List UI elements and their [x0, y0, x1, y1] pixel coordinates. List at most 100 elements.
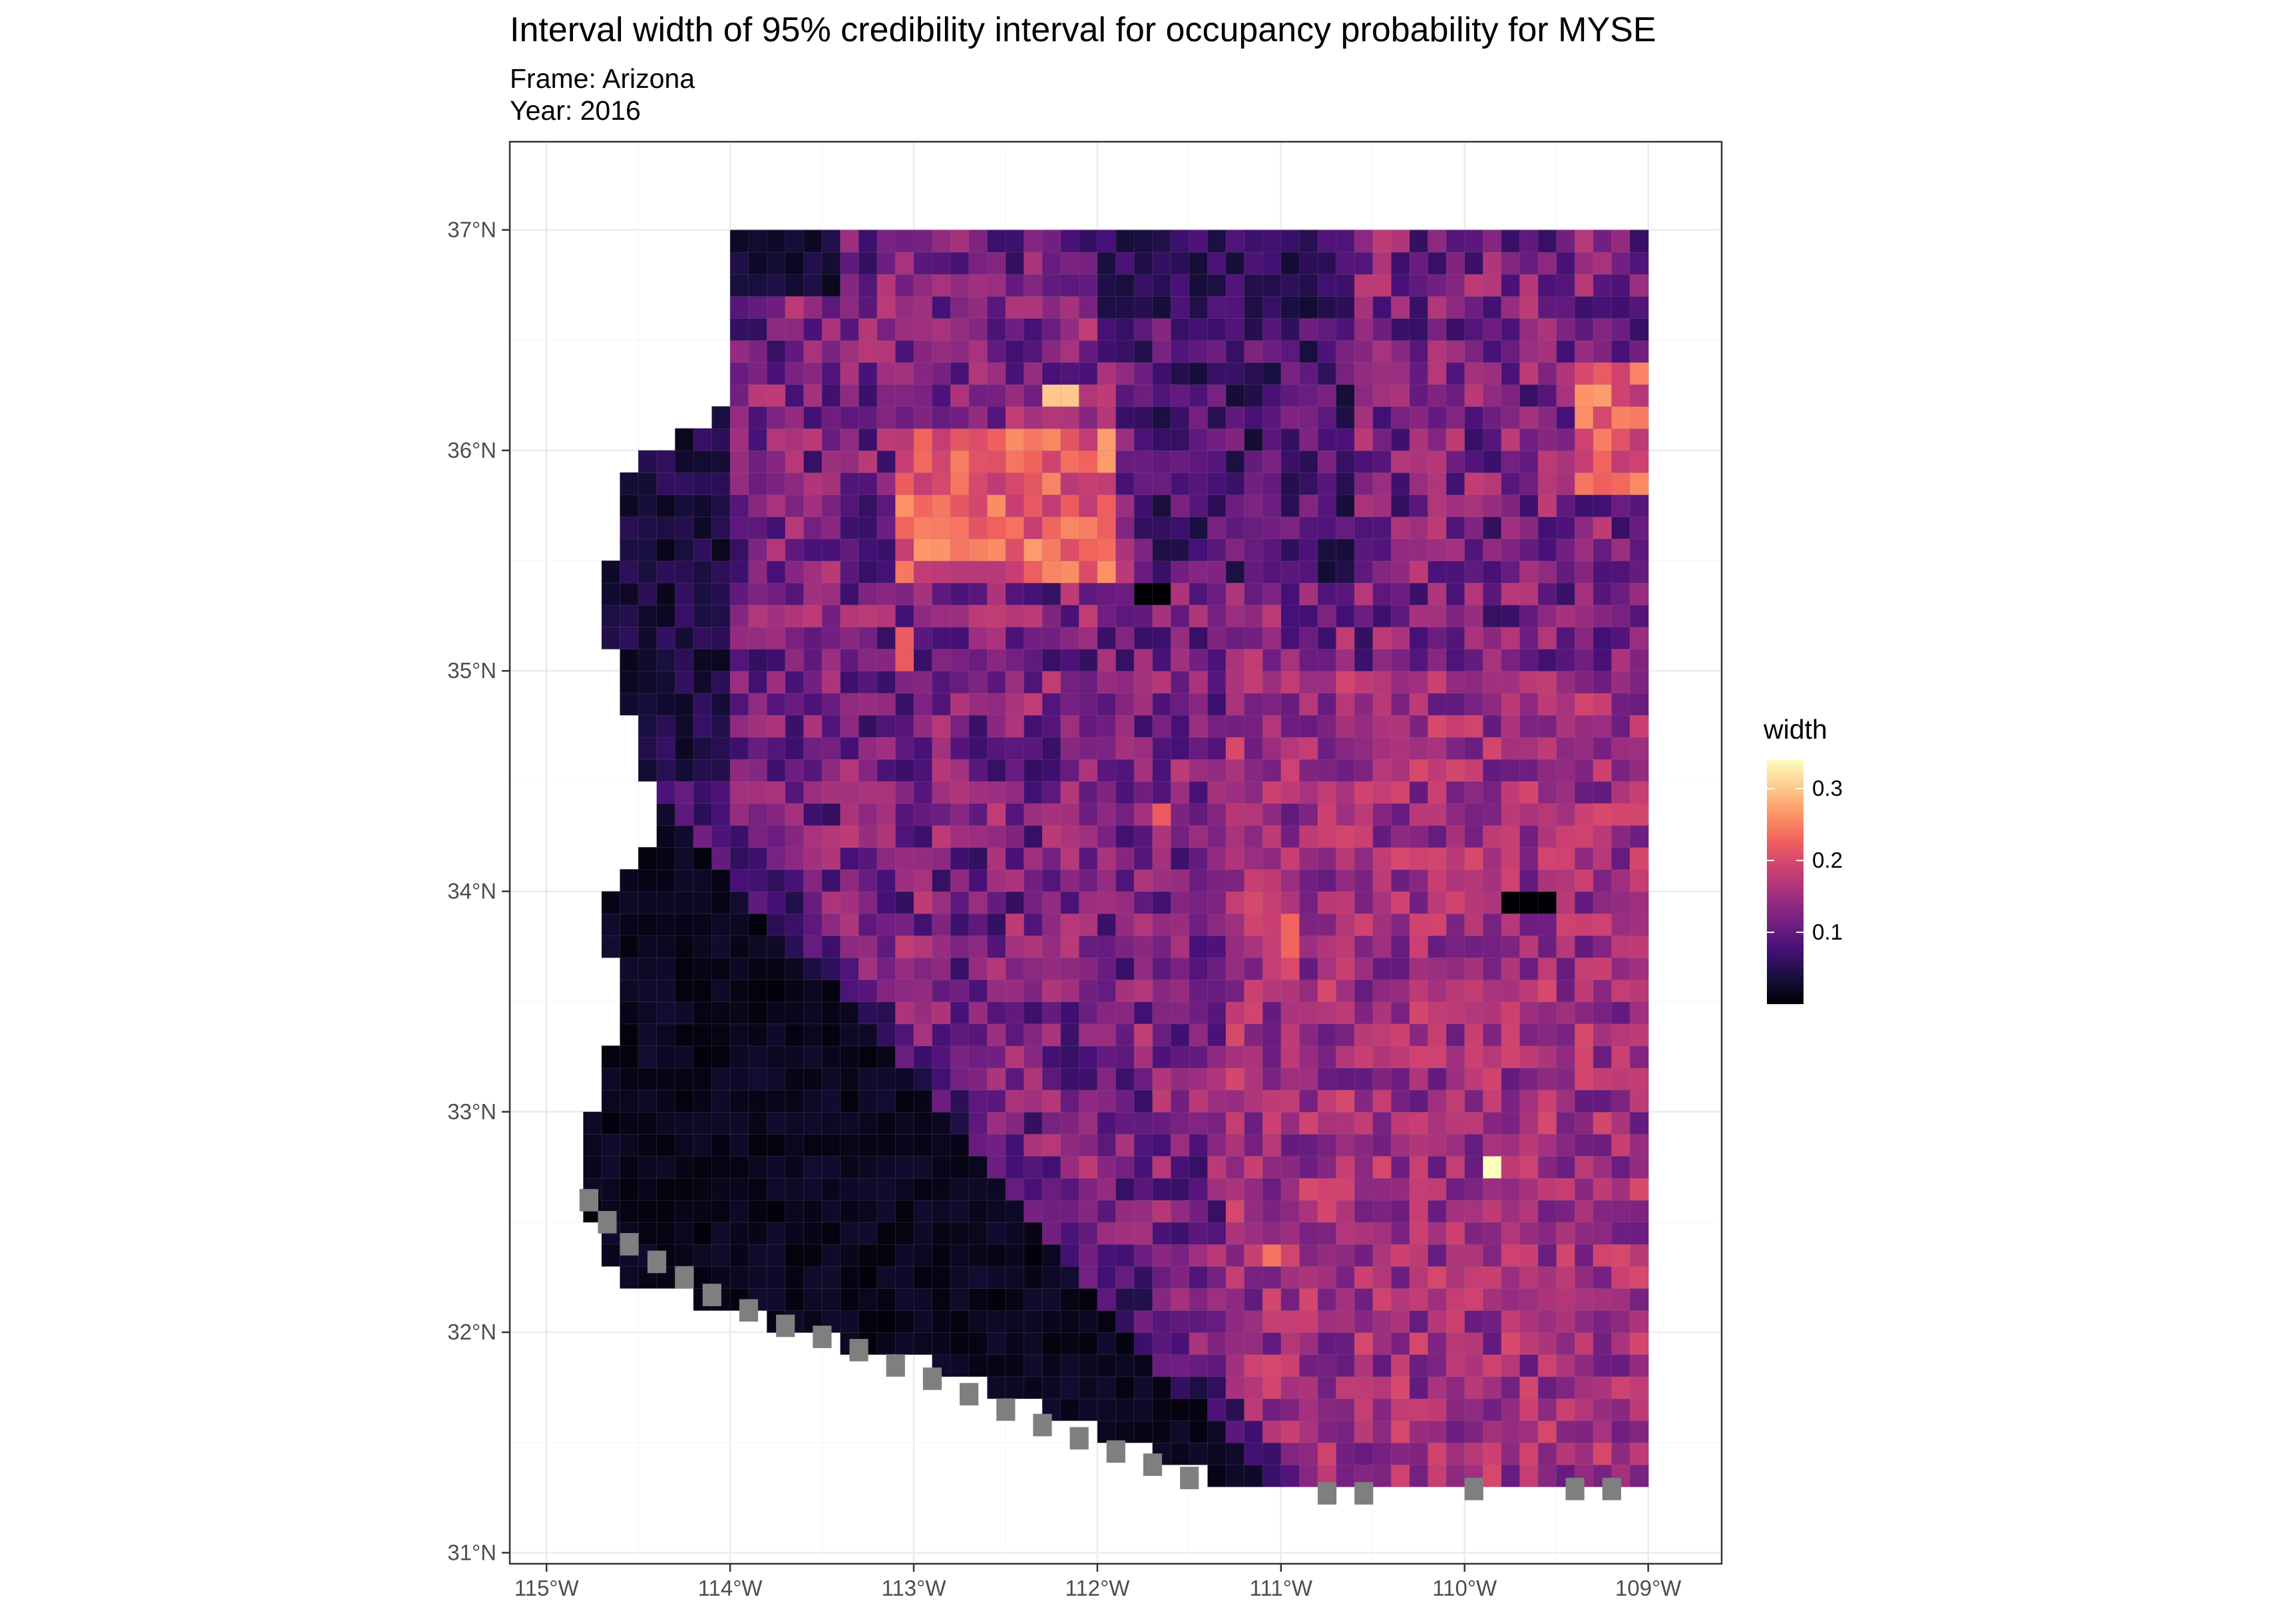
raster-cell: [913, 648, 933, 672]
raster-cell: [1078, 1067, 1098, 1091]
raster-cell: [601, 626, 621, 650]
raster-cell: [1629, 516, 1649, 540]
raster-cell: [1537, 1332, 1557, 1355]
raster-cell: [674, 472, 694, 496]
raster-cell: [1060, 1045, 1080, 1069]
raster-cell: [674, 824, 694, 848]
raster-cell: [1097, 913, 1117, 936]
raster-cell: [1574, 1177, 1594, 1201]
raster-cell: [1042, 670, 1061, 694]
raster-cell: [1225, 1177, 1245, 1201]
raster-cell: [1556, 295, 1576, 319]
raster-cell: [1078, 406, 1098, 429]
raster-cell: [1336, 868, 1356, 892]
raster-cell: [748, 450, 768, 473]
raster-cell: [876, 913, 896, 936]
raster-cell: [1005, 230, 1025, 253]
raster-cell: [1464, 560, 1484, 584]
raster-cell: [1445, 273, 1465, 297]
raster-cell: [1501, 560, 1521, 584]
raster-cell: [1354, 582, 1374, 606]
raster-cell: [1354, 846, 1374, 870]
raster-cell: [840, 604, 860, 628]
raster-cell: [1409, 1222, 1429, 1245]
raster-cell: [1317, 824, 1337, 848]
raster-cell: [1024, 868, 1044, 892]
raster-cell: [821, 957, 841, 981]
raster-cell: [876, 1310, 896, 1334]
raster-cell: [1207, 1111, 1227, 1135]
raster-cell: [1170, 759, 1190, 782]
raster-cell: [1537, 252, 1557, 275]
raster-cell: [1317, 868, 1337, 892]
raster-cell: [1189, 935, 1209, 958]
raster-cell: [1042, 450, 1061, 473]
raster-cell: [1207, 935, 1227, 958]
raster-cell: [785, 648, 805, 672]
raster-cell: [1280, 715, 1300, 738]
raster-cell: [1152, 450, 1172, 473]
raster-cell: [785, 1089, 805, 1113]
raster-cell: [1519, 1398, 1539, 1421]
raster-cell: [1428, 273, 1447, 297]
raster-cell: [858, 1023, 878, 1047]
raster-cell: [858, 824, 878, 848]
raster-cell: [1445, 317, 1465, 341]
raster-cell: [1189, 1266, 1209, 1289]
chart-title: Interval width of 95% credibility interv…: [510, 11, 1656, 49]
raster-cell: [1189, 1353, 1209, 1377]
raster-cell: [913, 670, 933, 694]
raster-cell: [1317, 781, 1337, 804]
raster-cell: [1299, 846, 1319, 870]
raster-cell: [1024, 1111, 1044, 1135]
raster-cell: [1629, 252, 1649, 275]
raster-cell: [1372, 604, 1392, 628]
raster-cell: [1042, 868, 1061, 892]
raster-cell: [1593, 1332, 1613, 1355]
raster-cell: [1097, 670, 1117, 694]
raster-cell: [876, 1001, 896, 1025]
x-axis: 115°W 114°W 113°W 112°W 111°W 110°W 109°W: [514, 1564, 1682, 1600]
raster-cell: [876, 1133, 896, 1157]
raster-cell: [858, 715, 878, 738]
raster-cell: [1428, 1023, 1447, 1047]
raster-cell: [1537, 604, 1557, 628]
raster-cell: [620, 1199, 640, 1223]
raster-cell: [1409, 759, 1429, 782]
raster-cell: [1409, 582, 1429, 606]
raster-cell: [1024, 803, 1044, 826]
raster-cell: [1060, 824, 1080, 848]
y-tick-label: 35°N: [447, 658, 496, 683]
raster-cell: [1207, 846, 1227, 870]
raster-cell: [1152, 1266, 1172, 1289]
raster-cell: [1097, 604, 1117, 628]
raster-cell: [1611, 1023, 1631, 1047]
raster-cell: [987, 339, 1007, 363]
raster-cell: [1024, 1133, 1044, 1157]
raster-cell: [1189, 317, 1209, 341]
raster-cell: [968, 1222, 988, 1245]
raster-cell: [1005, 560, 1025, 584]
raster-cell: [913, 1001, 933, 1025]
raster-cell: [1336, 626, 1356, 650]
raster-cell: [711, 891, 731, 914]
raster-cell: [1501, 1111, 1521, 1135]
raster-cell: [803, 1266, 823, 1289]
raster-cell: [1078, 803, 1098, 826]
raster-cell: [1556, 361, 1576, 385]
raster-cell: [1409, 494, 1429, 518]
raster-cell: [1299, 1420, 1319, 1443]
raster-cell: [1445, 1045, 1465, 1069]
raster-cell: [1354, 361, 1374, 385]
raster-cell: [1152, 803, 1172, 826]
raster-cell: [1170, 230, 1190, 253]
raster-cell: [1336, 494, 1356, 518]
raster-cell: [950, 692, 970, 716]
raster-cell: [1445, 670, 1465, 694]
raster-cell: [1280, 384, 1300, 407]
raster-cell: [932, 538, 952, 562]
raster-cell: [1611, 1288, 1631, 1312]
raster-cell: [1170, 1045, 1190, 1069]
raster-cell: [1005, 295, 1025, 319]
raster-cell: [1225, 1310, 1245, 1334]
